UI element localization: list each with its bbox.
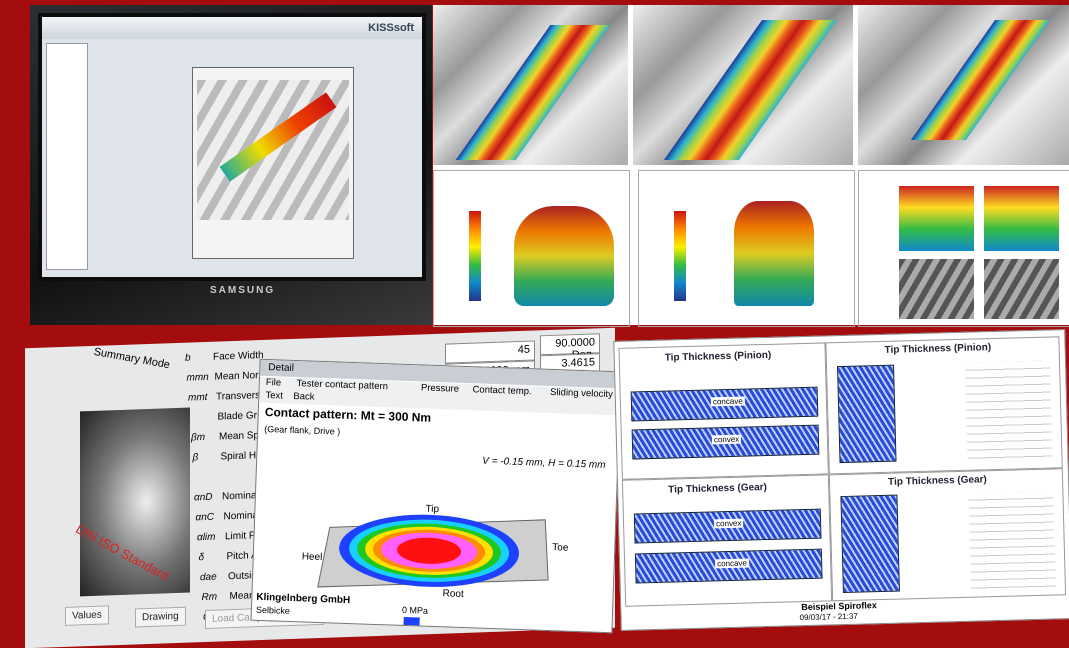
- color-bar: [469, 211, 481, 301]
- report-date: 09/03/17 - 21:37: [799, 611, 858, 623]
- toolbar: [42, 17, 422, 39]
- param-symbol: mmt: [188, 391, 208, 404]
- report-footer: Beispiel Spiroflex: [801, 600, 877, 613]
- zone: [397, 537, 462, 564]
- tree-pane: [46, 43, 88, 270]
- gear-thumb: [984, 259, 1059, 319]
- flank-tag: concave: [715, 558, 750, 569]
- tooth-end: [837, 364, 897, 464]
- scale-swatch: [403, 616, 420, 626]
- monitor-screen: KISSsoft: [38, 13, 426, 281]
- value-table: [964, 360, 1053, 463]
- mesh: [984, 186, 1059, 251]
- mesh: [899, 186, 974, 251]
- monitor-photo: KISSsoft SAMSUNG: [30, 5, 432, 325]
- param-symbol: mmn: [186, 371, 209, 384]
- mode-label: Summary Mode: [92, 345, 172, 372]
- tab[interactable]: Drawing: [135, 606, 186, 628]
- monitor-label: SAMSUNG: [210, 285, 276, 296]
- flank-tag: convex: [711, 434, 742, 445]
- param-symbol: dae: [200, 571, 217, 584]
- gear-thumb: [899, 259, 974, 319]
- param-symbol: δ: [198, 552, 205, 564]
- param-symbol: βm: [191, 432, 206, 444]
- toe-label: Toe: [552, 542, 569, 554]
- scale-label: 0 MPa: [401, 604, 429, 616]
- root-label: Root: [442, 588, 464, 601]
- comparison-grid: [858, 170, 1069, 327]
- brand: KISSsoft: [368, 22, 414, 34]
- flank-tag: convex: [713, 518, 744, 529]
- city: Selbicke: [255, 604, 291, 616]
- surface: [514, 206, 614, 306]
- param-symbol: αnC: [195, 511, 215, 524]
- collage: KISSsoft SAMSUNG Summary Mode DIN ISO St…: [25, 5, 1069, 648]
- menu-item[interactable]: Pressure: [420, 382, 460, 395]
- menu-item[interactable]: Sliding velocity: [549, 386, 614, 401]
- company: Klingelnberg GmbH: [256, 591, 351, 607]
- param-label: Face Width: [213, 349, 264, 363]
- inner-window: [192, 67, 354, 259]
- heel-label: Heel: [301, 551, 323, 564]
- flank-tag: concave: [710, 396, 745, 407]
- param-symbol: αlim: [197, 531, 216, 544]
- tip-label: Tip: [425, 503, 440, 516]
- param-symbol: αnD: [194, 491, 213, 504]
- menu-item[interactable]: Text: [265, 389, 284, 402]
- value-field: 90.0000 Deg.: [540, 333, 600, 361]
- menu-item[interactable]: Contact temp.: [472, 384, 532, 398]
- analysis-panel: [433, 5, 1069, 327]
- menu-item[interactable]: Tester contact pattern: [296, 378, 389, 393]
- surface: [734, 201, 814, 306]
- param-symbol: b: [185, 352, 191, 364]
- offsets: V = -0.15 mm, H = 0.15 mm: [482, 455, 606, 471]
- menu-item[interactable]: Back: [293, 390, 315, 403]
- report-page: Tip Thickness (Pinion) Tip Thickness (Pi…: [613, 329, 1069, 631]
- menu-item[interactable]: File: [265, 376, 282, 389]
- subheading: (Gear flank, Drive ): [264, 423, 341, 437]
- tooth-end: [840, 494, 900, 594]
- param-symbol: β: [192, 452, 199, 464]
- window-title: Detail: [268, 362, 295, 374]
- value-table: [968, 490, 1056, 591]
- detail-window: Detail File Tester contact pattern Pressur…: [250, 358, 622, 634]
- color-bar: [674, 211, 686, 301]
- surface-plot: [638, 170, 855, 327]
- surface-plot: [433, 170, 630, 327]
- contact-pattern: [317, 514, 549, 588]
